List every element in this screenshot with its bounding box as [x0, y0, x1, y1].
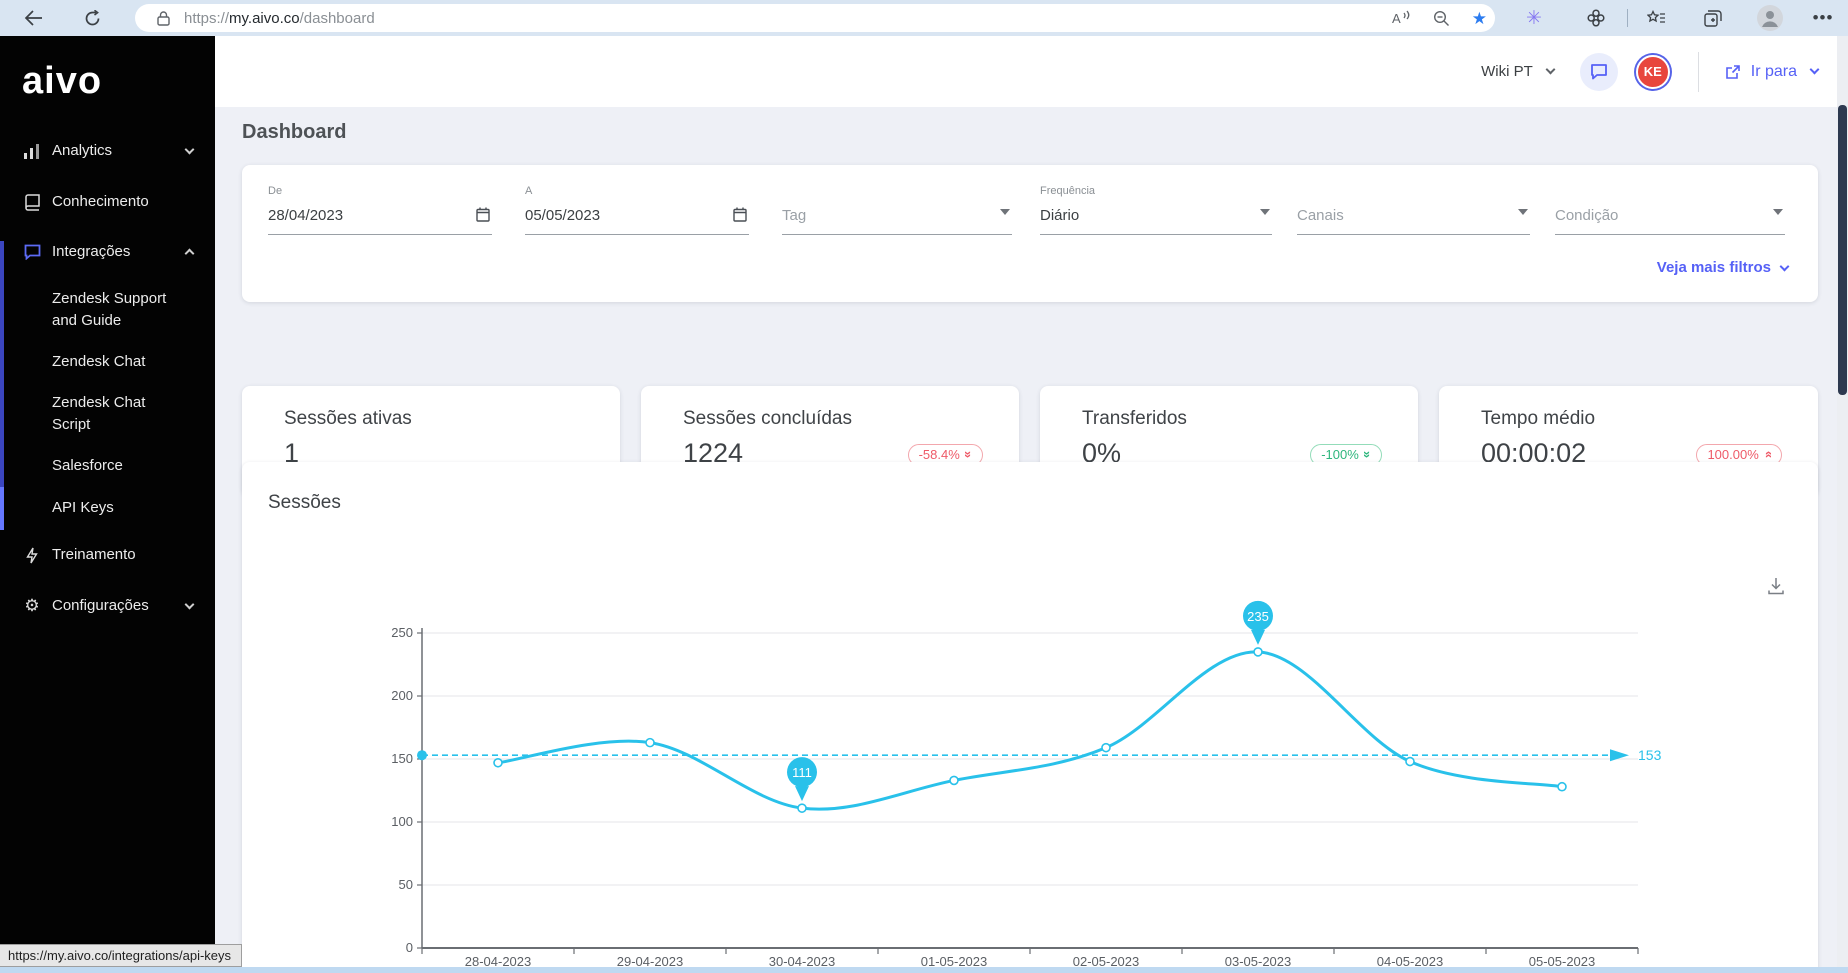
horizontal-scrollbar-strip[interactable] [0, 967, 1848, 973]
lightning-bolt-icon [22, 545, 42, 565]
svg-text:04-05-2023: 04-05-2023 [1377, 954, 1444, 969]
zoom-out-icon[interactable] [1433, 10, 1450, 27]
page-scrollbar-thumb[interactable] [1838, 105, 1847, 395]
svg-text:01-05-2023: 01-05-2023 [921, 954, 988, 969]
tag-select[interactable]: Tag [782, 189, 1012, 235]
collections-icon[interactable] [1697, 0, 1729, 36]
chat-bubble-icon [1590, 64, 1607, 80]
dropdown-caret-icon [1260, 209, 1270, 215]
kpi-trend-badge: -58.4%» [907, 444, 983, 466]
kpi-trend-badge: -100%» [1310, 444, 1382, 466]
more-filters-link[interactable]: Veja mais filtros [1657, 259, 1790, 276]
svg-text:200: 200 [391, 688, 413, 703]
favorite-star-icon[interactable]: ★ [1471, 8, 1487, 28]
browser-extension-asterisk-icon[interactable]: ✳ [1526, 7, 1542, 29]
aivo-logo: aivo [22, 60, 103, 102]
url-text[interactable]: https://my.aivo.co/dashboard [184, 9, 375, 27]
svg-text:29-04-2023: 29-04-2023 [617, 954, 684, 969]
dropdown-caret-icon [1518, 209, 1528, 215]
sessions-chart-card: Sessões 0 50 100 150 200 250 28-04-2023 29-04-2… [242, 462, 1818, 973]
link-status-tooltip: https://my.aivo.co/integrations/api-keys [0, 944, 243, 967]
calendar-icon[interactable] [476, 207, 490, 227]
dropdown-caret-icon [1000, 209, 1010, 215]
svg-text:28-04-2023: 28-04-2023 [465, 954, 532, 969]
external-link-icon [1725, 64, 1740, 79]
svg-text:30-04-2023: 30-04-2023 [769, 954, 836, 969]
toolbar-divider [1627, 9, 1628, 27]
app-header: Wiki PT KE Ir para [215, 36, 1848, 107]
sessions-line-chart[interactable]: 0 50 100 150 200 250 28-04-2023 29-04-2023 30-04… [242, 462, 1818, 973]
address-bar[interactable]: https://my.aivo.co/dashboard A ★ [135, 4, 1495, 32]
sidebar: aivo Analytics Conhecimento Integrações … [0, 36, 215, 973]
frequency-select[interactable]: Frequência Diário [1040, 185, 1272, 235]
double-chevron-down-icon: » [960, 450, 976, 459]
svg-text:50: 50 [399, 877, 413, 892]
browser-toolbar: https://my.aivo.co/dashboard A ★ ✳ [0, 0, 1848, 36]
svg-text:150: 150 [391, 751, 413, 766]
svg-text:0: 0 [406, 940, 413, 955]
browser-refresh-icon[interactable] [75, 0, 109, 36]
language-selector[interactable]: Wiki PT [1481, 63, 1556, 80]
page-scrollbar-track[interactable] [1837, 36, 1848, 973]
browser-menu-dots-icon[interactable]: ••• [1812, 8, 1834, 27]
svg-text:05-05-2023: 05-05-2023 [1529, 954, 1596, 969]
chevron-down-icon [1809, 64, 1820, 75]
chat-bubble-icon [22, 242, 42, 262]
extensions-clover-icon[interactable] [1580, 0, 1612, 36]
svg-text:153: 153 [1638, 747, 1662, 763]
condition-select[interactable]: Condição [1555, 189, 1785, 235]
chevron-down-icon [1545, 64, 1556, 75]
svg-text:250: 250 [391, 625, 413, 640]
gear-icon: ⚙ [24, 596, 40, 615]
svg-text:02-05-2023: 02-05-2023 [1073, 954, 1140, 969]
book-icon [22, 192, 42, 212]
download-chart-icon[interactable] [1762, 572, 1790, 600]
dashboard-content: Dashboard De 28/04/2023 A 05/05/2023 Tag [215, 107, 1848, 973]
page-title: Dashboard [242, 121, 347, 143]
double-chevron-up-icon: » [1759, 450, 1775, 459]
svg-text:A: A [1392, 11, 1401, 26]
calendar-icon[interactable] [733, 207, 747, 227]
header-divider [1697, 51, 1699, 92]
read-aloud-icon[interactable]: A [1391, 10, 1411, 26]
filters-panel: De 28/04/2023 A 05/05/2023 Tag Frequênci… [242, 165, 1818, 302]
chevron-down-icon [1779, 261, 1790, 271]
user-avatar[interactable]: KE [1635, 54, 1670, 89]
feedback-chat-button[interactable] [1579, 52, 1618, 91]
double-chevron-down-icon: » [1359, 450, 1375, 459]
svg-text:111: 111 [792, 765, 812, 780]
date-from-field[interactable]: De 28/04/2023 [268, 185, 492, 235]
svg-text:03-05-2023: 03-05-2023 [1225, 954, 1292, 969]
bar-chart-icon [22, 141, 42, 161]
channels-select[interactable]: Canais [1297, 189, 1530, 235]
svg-text:100: 100 [391, 814, 413, 829]
go-to-button[interactable]: Ir para [1725, 63, 1820, 81]
chart-title: Sessões [268, 492, 341, 513]
favorites-hub-icon[interactable] [1640, 0, 1672, 36]
site-lock-icon[interactable] [157, 10, 170, 26]
svg-text:235: 235 [1247, 609, 1269, 624]
browser-back-icon[interactable] [16, 0, 50, 36]
date-to-field[interactable]: A 05/05/2023 [525, 185, 749, 235]
browser-profile-avatar[interactable] [1752, 0, 1788, 36]
dropdown-caret-icon [1773, 209, 1783, 215]
active-section-indicator [0, 241, 4, 530]
